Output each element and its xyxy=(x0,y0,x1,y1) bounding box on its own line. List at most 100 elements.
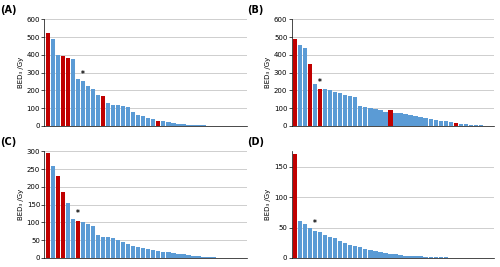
Text: (D): (D) xyxy=(247,137,264,147)
Bar xyxy=(384,112,388,126)
Bar xyxy=(414,256,418,258)
Bar xyxy=(434,257,438,258)
Bar xyxy=(151,119,156,126)
Bar xyxy=(298,221,302,258)
Bar xyxy=(136,247,140,258)
Bar xyxy=(196,256,200,258)
Bar xyxy=(96,95,100,126)
Bar xyxy=(121,106,126,126)
Bar xyxy=(358,106,362,126)
Bar xyxy=(404,114,407,126)
Bar xyxy=(172,123,175,126)
Bar xyxy=(348,245,352,258)
Bar xyxy=(192,125,196,126)
Bar xyxy=(293,154,297,258)
Text: *: * xyxy=(313,219,317,228)
Bar xyxy=(91,89,95,126)
Bar xyxy=(182,124,186,126)
Bar xyxy=(298,45,302,126)
Bar xyxy=(212,257,216,258)
Bar xyxy=(81,81,85,126)
Bar xyxy=(464,124,468,126)
Bar xyxy=(66,203,70,258)
Bar xyxy=(156,251,160,258)
Bar xyxy=(454,123,458,126)
Bar xyxy=(414,116,418,126)
Bar xyxy=(50,166,55,258)
Bar xyxy=(438,120,443,126)
Bar xyxy=(388,110,392,126)
Bar xyxy=(111,104,116,126)
Text: (C): (C) xyxy=(0,137,16,147)
Bar xyxy=(71,219,75,258)
Bar xyxy=(131,246,136,258)
Bar xyxy=(303,225,307,258)
Bar xyxy=(394,254,398,258)
Bar xyxy=(66,58,70,126)
Bar xyxy=(303,48,307,126)
Bar xyxy=(458,124,463,126)
Bar xyxy=(333,238,338,258)
Bar xyxy=(121,242,126,258)
Bar xyxy=(186,255,190,258)
Bar xyxy=(378,252,382,258)
Bar xyxy=(186,125,190,126)
Bar xyxy=(91,226,95,258)
Bar xyxy=(318,89,322,126)
Bar xyxy=(166,252,170,258)
Bar xyxy=(338,93,342,126)
Bar xyxy=(448,122,453,126)
Bar xyxy=(374,109,378,126)
Bar xyxy=(61,56,65,126)
Bar xyxy=(111,238,116,258)
Bar xyxy=(166,122,170,126)
Bar xyxy=(126,245,130,258)
Bar xyxy=(313,84,318,126)
Bar xyxy=(398,113,402,126)
Bar xyxy=(141,116,146,126)
Bar xyxy=(76,79,80,126)
Bar xyxy=(146,249,150,258)
Bar xyxy=(196,125,200,126)
Bar xyxy=(176,124,180,126)
Bar xyxy=(308,64,312,126)
Bar xyxy=(116,105,120,126)
Bar xyxy=(404,256,407,258)
Bar xyxy=(388,254,392,258)
Bar xyxy=(408,256,412,258)
Bar xyxy=(338,241,342,258)
Bar xyxy=(474,125,478,126)
Text: *: * xyxy=(76,209,80,218)
Bar xyxy=(343,95,347,126)
Bar xyxy=(438,257,443,258)
Bar xyxy=(418,256,422,258)
Bar xyxy=(363,107,368,126)
Bar xyxy=(444,121,448,126)
Bar xyxy=(131,112,136,126)
Bar xyxy=(206,257,210,258)
Y-axis label: BED₃ /Gy: BED₃ /Gy xyxy=(265,57,271,88)
Bar xyxy=(434,120,438,126)
Bar xyxy=(86,224,90,258)
Bar xyxy=(106,103,110,126)
Bar xyxy=(424,257,428,258)
Bar xyxy=(444,257,448,258)
Bar xyxy=(368,108,372,126)
Bar xyxy=(328,90,332,126)
Text: *: * xyxy=(318,78,322,87)
Bar xyxy=(81,222,85,258)
Bar xyxy=(323,235,328,258)
Bar xyxy=(308,227,312,258)
Bar xyxy=(318,232,322,258)
Bar xyxy=(161,121,166,126)
Bar xyxy=(408,115,412,126)
Bar xyxy=(202,257,205,258)
Bar xyxy=(101,237,105,258)
Bar xyxy=(46,33,50,126)
Y-axis label: BED₃ /Gy: BED₃ /Gy xyxy=(18,57,24,88)
Bar xyxy=(202,125,205,126)
Bar xyxy=(151,250,156,258)
Text: *: * xyxy=(81,70,85,79)
Bar xyxy=(71,59,75,126)
Bar xyxy=(136,115,140,126)
